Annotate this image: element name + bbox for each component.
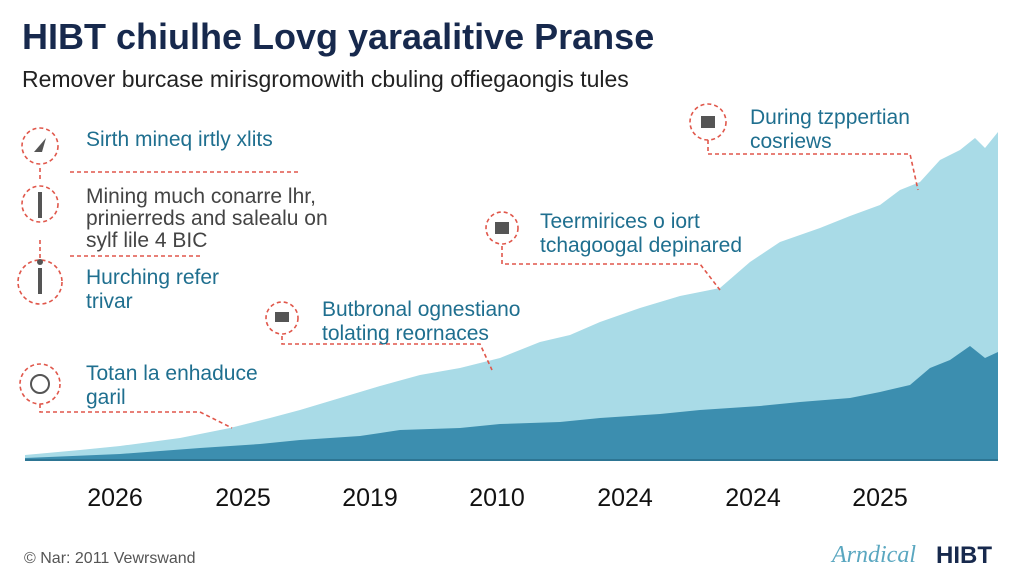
text-line: tolating reornaces [322, 322, 489, 345]
text-line: sylf lile 4 BIC [86, 229, 208, 252]
logo: HIBT [936, 542, 992, 569]
text-line: Sirth mineq irtly xlits [86, 128, 273, 151]
text-line: Hurching refer [86, 266, 220, 289]
text-line: Totan la enhaduce [86, 362, 258, 385]
x-label: 2025 [852, 484, 908, 512]
x-label: 2025 [215, 484, 271, 512]
annotation: During tzppertian cosriews [750, 106, 910, 154]
sidebar-item: Hurching refer trivar [86, 266, 219, 314]
sidebar-item: Sirth mineq irtly xlits [86, 128, 273, 152]
text-line: cosriews [750, 130, 832, 153]
text-line: prinierreds and salealu on [86, 207, 328, 230]
text-line: Butbronal ognestiano [322, 298, 521, 321]
text-line: Mining much conarre lhr, [86, 185, 316, 208]
x-label: 2010 [469, 484, 525, 512]
annotation: Butbronal ognestiano tolating reornaces [322, 298, 521, 346]
subtitle: Remover burcase mirisgromowith cbuling o… [22, 66, 629, 92]
x-label: 2024 [597, 484, 653, 512]
icons [30, 116, 715, 394]
dashed-decoration [17, 103, 919, 429]
dark-area [25, 346, 998, 460]
footer-credit: © Nar: 2011 Vewrswand [24, 550, 196, 567]
text-line: garil [86, 386, 126, 409]
title: HIBT chiulhe Lovg yaraalitive Pranse [22, 16, 655, 57]
text-line: trivar [86, 290, 133, 313]
light-area [25, 132, 998, 460]
x-label: 2026 [87, 484, 143, 512]
sidebar-item: Mining much conarre lhr, prinierreds and … [86, 186, 328, 252]
text-line: Teermirices o iort [540, 210, 700, 233]
text-line: tchagoogal depinared [540, 234, 743, 257]
x-label: 2019 [342, 484, 398, 512]
x-label: 2024 [725, 484, 781, 512]
brand: Arndical [832, 542, 916, 568]
annotation: Teermirices o iort tchagoogal depinared [540, 210, 742, 258]
text-line: During tzppertian [750, 106, 910, 129]
sidebar-item: Totan la enhaduce garil [86, 362, 258, 410]
